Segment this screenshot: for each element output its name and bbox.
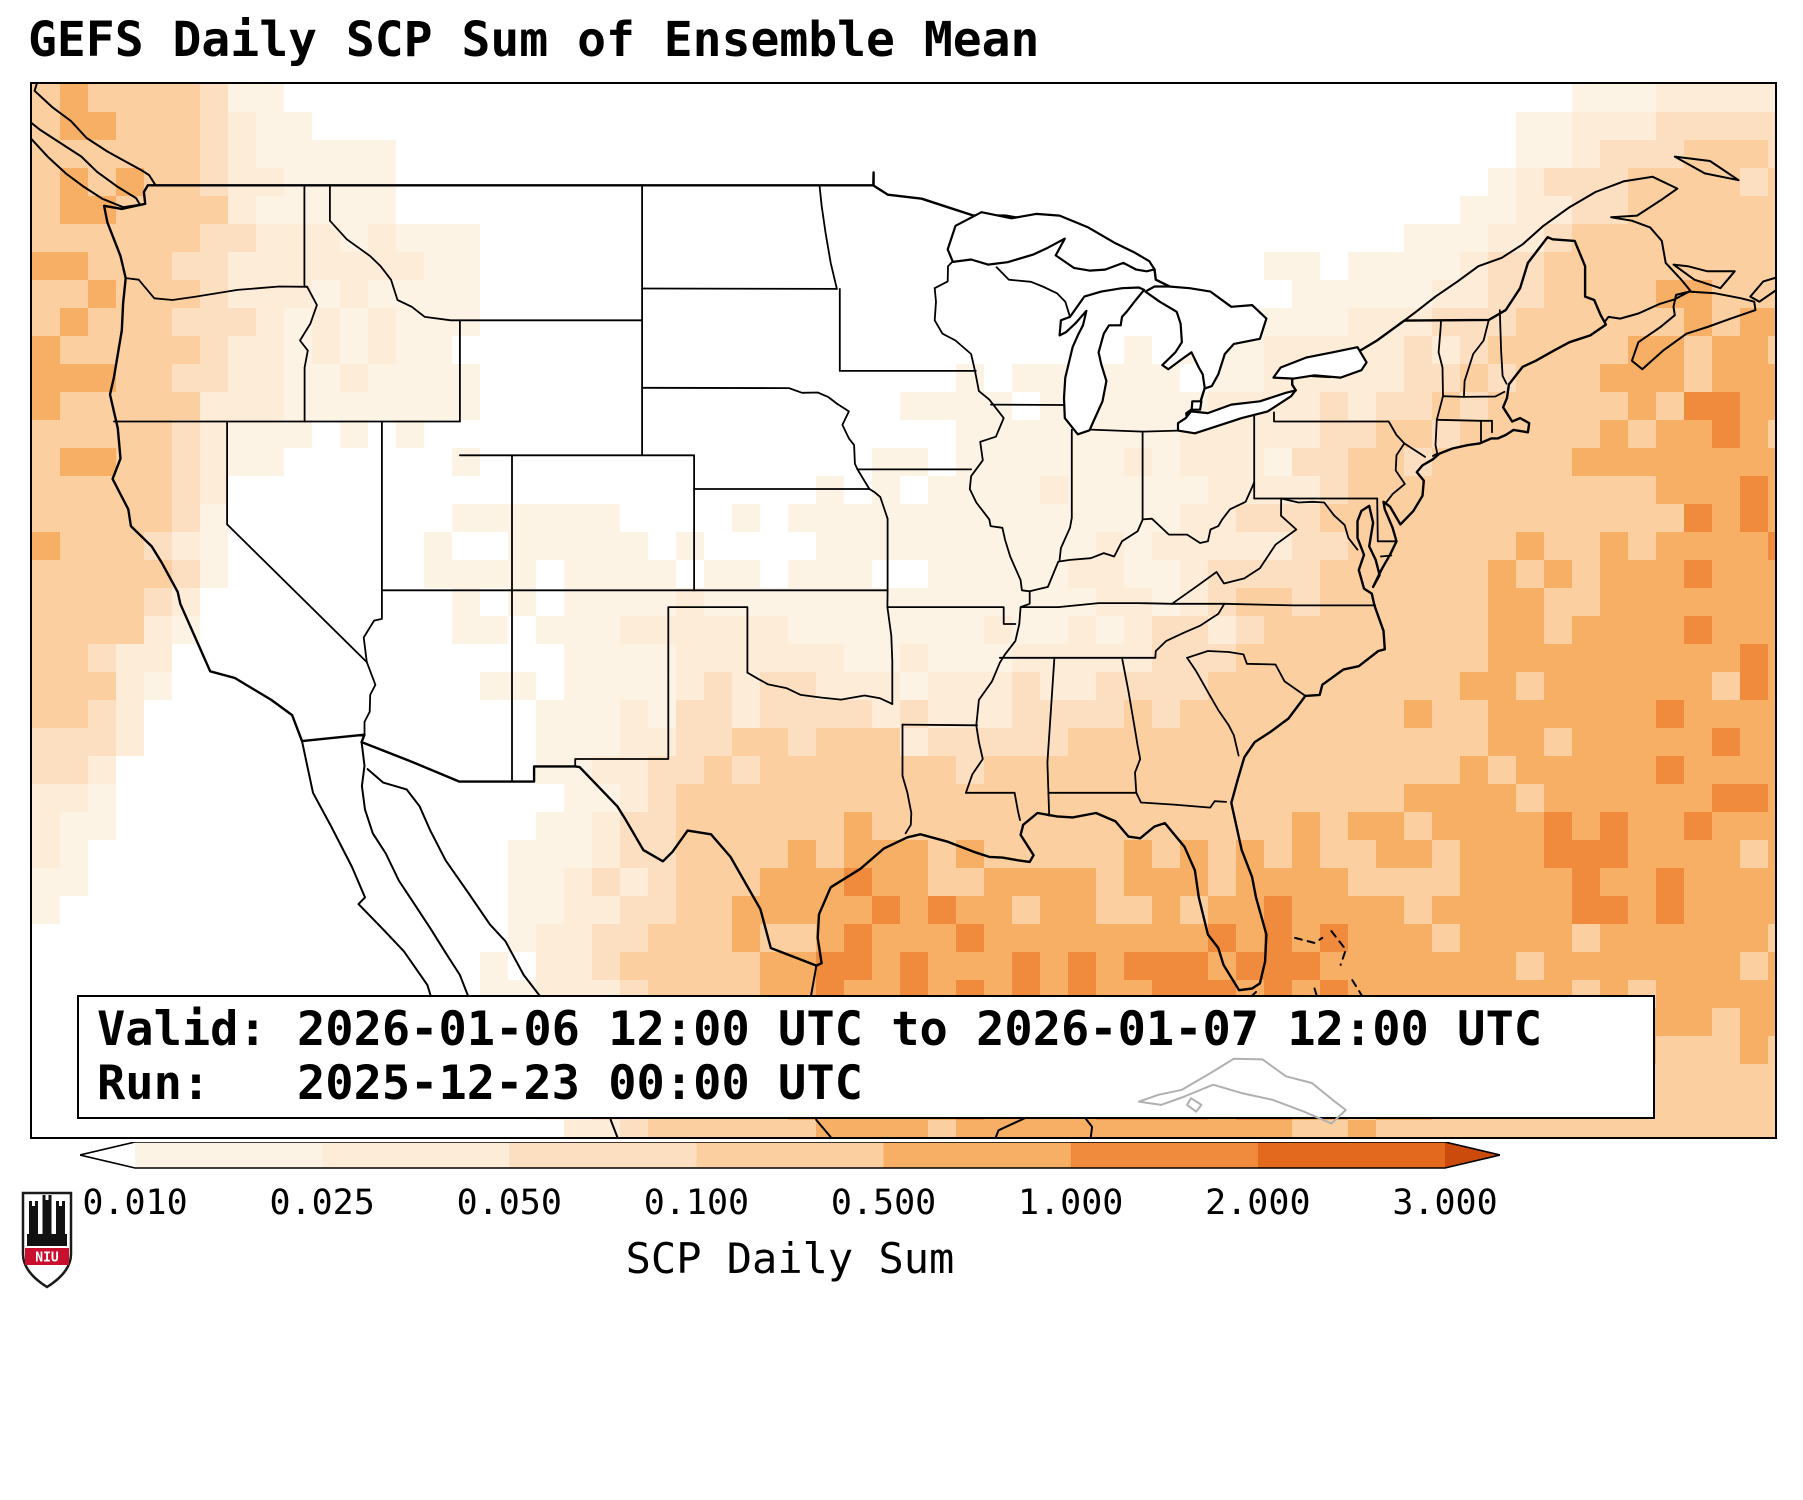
colorbar-tick: 2.000 bbox=[1205, 1183, 1311, 1223]
valid-label: Valid: bbox=[97, 1002, 267, 1057]
colorbar-tick: 3.000 bbox=[1392, 1183, 1498, 1223]
colorbar-segment bbox=[509, 1142, 697, 1168]
colorbar-label: SCP Daily Sum bbox=[625, 1234, 955, 1283]
run-label: Run: bbox=[97, 1056, 211, 1111]
colorbar-tick: 1.000 bbox=[1018, 1183, 1124, 1223]
state-borders bbox=[113, 184, 1508, 835]
colorbar-segment bbox=[883, 1142, 1072, 1168]
colorbar-tick: 0.025 bbox=[269, 1183, 375, 1223]
castle-icon bbox=[27, 1195, 67, 1246]
colorbar-under-arrow bbox=[80, 1142, 135, 1168]
valid-value: 2026-01-06 12:00 UTC to 2026-01-07 12:00… bbox=[297, 1002, 1543, 1057]
logo-banner bbox=[25, 1248, 69, 1265]
colorbar bbox=[80, 1142, 1500, 1169]
niu-logo: NIU bbox=[21, 1191, 73, 1289]
run-row: Run: 2025-12-23 00:00 UTC bbox=[97, 1057, 1635, 1111]
figure-title: GEFS Daily SCP Sum of Ensemble Mean bbox=[28, 12, 1040, 68]
colorbar-over-arrow bbox=[1445, 1142, 1500, 1168]
colorbar-tick: 0.050 bbox=[456, 1183, 562, 1223]
map-frame: Valid: 2026-01-06 12:00 UTC to 2026-01-07… bbox=[30, 82, 1777, 1139]
run-value: 2025-12-23 00:00 UTC bbox=[297, 1056, 863, 1111]
colorbar-segment bbox=[135, 1142, 323, 1168]
heat-layer bbox=[32, 84, 1775, 1137]
colorbar-segment bbox=[1257, 1142, 1446, 1168]
colorbar-segment bbox=[696, 1142, 885, 1168]
colorbar-tick: 0.500 bbox=[830, 1183, 937, 1223]
canada-coastlines bbox=[33, 84, 1692, 323]
colorbar-segment bbox=[322, 1142, 510, 1168]
canada-islands bbox=[32, 122, 1775, 371]
colorbar-outline bbox=[80, 1142, 1500, 1169]
colorbar-tick: 0.100 bbox=[643, 1183, 750, 1223]
map-canvas bbox=[32, 84, 1775, 1137]
info-box: Valid: 2026-01-06 12:00 UTC to 2026-01-07… bbox=[77, 995, 1655, 1119]
colorbar-segment bbox=[1070, 1142, 1259, 1168]
great-lakes bbox=[946, 211, 1368, 436]
logo-text: NIU bbox=[35, 1251, 59, 1266]
valid-row: Valid: 2026-01-06 12:00 UTC to 2026-01-07… bbox=[97, 1003, 1635, 1057]
